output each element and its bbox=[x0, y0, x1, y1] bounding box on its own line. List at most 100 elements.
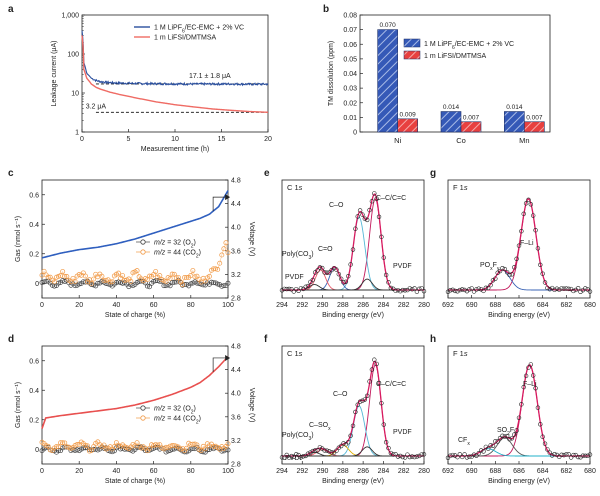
data-point bbox=[284, 452, 289, 458]
data-point bbox=[369, 367, 375, 372]
data-point bbox=[526, 197, 531, 203]
x-tick-label: 682 bbox=[560, 302, 572, 309]
data-point bbox=[535, 246, 541, 251]
gas-point bbox=[87, 448, 92, 454]
panel-label-d: d bbox=[8, 334, 14, 345]
x-tick-label: 292 bbox=[296, 468, 308, 475]
fit-envelope bbox=[448, 198, 590, 291]
data-point bbox=[383, 440, 389, 445]
legend-marker bbox=[140, 415, 146, 421]
y-tick-label: 0.03 bbox=[343, 86, 357, 93]
data-point bbox=[583, 286, 588, 291]
data-point bbox=[312, 448, 318, 453]
legend-label: m/z = 32 (O2) bbox=[154, 406, 196, 416]
data-point bbox=[303, 284, 308, 290]
data-point bbox=[279, 455, 285, 460]
data-point bbox=[279, 288, 285, 293]
component-peak bbox=[282, 364, 424, 457]
category-label: Co bbox=[456, 136, 466, 145]
data-point bbox=[502, 434, 507, 439]
panel-h-xps-chart: 692 690 688 686 684 682 680 Binding energy (eV)… bbox=[442, 345, 596, 485]
data-point bbox=[322, 448, 327, 453]
data-point bbox=[391, 452, 396, 457]
axis-arrowhead bbox=[225, 194, 231, 201]
panel-label-c: c bbox=[8, 168, 14, 179]
gas-point bbox=[178, 446, 183, 452]
peak-label: PVDF bbox=[393, 263, 412, 270]
data-point bbox=[559, 286, 564, 291]
y2-tick-label: 4.4 bbox=[231, 367, 241, 374]
gas-point bbox=[54, 444, 59, 450]
y2-tick-label: 3.2 bbox=[231, 272, 241, 279]
peak-label: Poly(CO3) bbox=[282, 432, 314, 442]
data-point bbox=[521, 211, 526, 217]
data-point bbox=[360, 212, 365, 217]
data-point bbox=[372, 357, 377, 362]
data-point bbox=[526, 365, 531, 370]
gas-point bbox=[107, 279, 113, 285]
data-point bbox=[310, 277, 315, 283]
data-point bbox=[533, 385, 538, 391]
x-axis-label: Binding energy (eV) bbox=[322, 312, 384, 319]
legend-label: m/z = 32 (O2) bbox=[154, 240, 196, 250]
x-tick-label: 288 bbox=[337, 302, 349, 309]
category-label: Ni bbox=[394, 136, 401, 145]
bar-value-label: 0.007 bbox=[463, 114, 480, 121]
legend-label: 1 M LiPF6/EC-EMC + 2% VC bbox=[424, 41, 514, 51]
data-point bbox=[538, 262, 543, 268]
data-point bbox=[386, 445, 391, 451]
gas-point bbox=[147, 445, 152, 451]
data-point bbox=[393, 288, 398, 293]
y2-tick-label: 3.6 bbox=[231, 414, 241, 421]
x-axis-label: Binding energy (eV) bbox=[488, 312, 550, 319]
x-tick-label: 282 bbox=[398, 302, 410, 309]
peak-label: Poly(CO3) bbox=[282, 251, 314, 261]
bar bbox=[377, 29, 398, 133]
data-point bbox=[409, 454, 415, 459]
data-point bbox=[509, 436, 515, 441]
data-point bbox=[400, 287, 405, 293]
data-point bbox=[296, 288, 301, 293]
data-point bbox=[350, 247, 356, 252]
data-point bbox=[445, 289, 451, 294]
data-point bbox=[564, 286, 569, 291]
data-point bbox=[561, 452, 567, 458]
y-tick-label: 100 bbox=[67, 52, 79, 59]
data-point bbox=[334, 448, 339, 453]
data-point bbox=[381, 255, 386, 260]
data-point bbox=[414, 289, 420, 294]
data-point bbox=[460, 454, 465, 460]
spectrum-title: F 1s bbox=[453, 183, 468, 192]
data-point bbox=[324, 448, 330, 453]
data-point bbox=[519, 402, 524, 407]
axis-arrow bbox=[212, 357, 226, 372]
data-point bbox=[500, 433, 505, 439]
gas-point bbox=[147, 284, 152, 290]
gas-point bbox=[211, 280, 216, 286]
x-tick-label: 20 bbox=[75, 468, 83, 475]
gas-point bbox=[223, 240, 229, 246]
x-tick-label: 290 bbox=[317, 468, 329, 475]
plot-frame bbox=[41, 345, 229, 465]
data-point bbox=[523, 201, 529, 206]
x-tick-label: 40 bbox=[113, 302, 121, 309]
gas-point bbox=[167, 276, 173, 281]
data-point bbox=[552, 287, 557, 293]
category-label: Mn bbox=[519, 136, 529, 145]
gas-point bbox=[62, 440, 68, 446]
data-point bbox=[512, 265, 517, 270]
data-point bbox=[286, 286, 292, 292]
gas-point bbox=[60, 440, 66, 446]
data-point bbox=[412, 286, 417, 291]
gas-point bbox=[225, 447, 231, 453]
data-point bbox=[398, 453, 403, 459]
bar-value-label: 0.014 bbox=[443, 104, 460, 111]
panel-a-leakage-chart: 0 5 10 15 20 1 10 100 1,000 Measurement time (h) L… bbox=[51, 13, 272, 154]
data-point bbox=[315, 448, 320, 453]
bar bbox=[504, 111, 525, 133]
y2-tick-label: 4.8 bbox=[231, 178, 241, 185]
data-point bbox=[528, 202, 534, 207]
gas-point bbox=[157, 273, 163, 279]
data-point bbox=[289, 453, 294, 459]
